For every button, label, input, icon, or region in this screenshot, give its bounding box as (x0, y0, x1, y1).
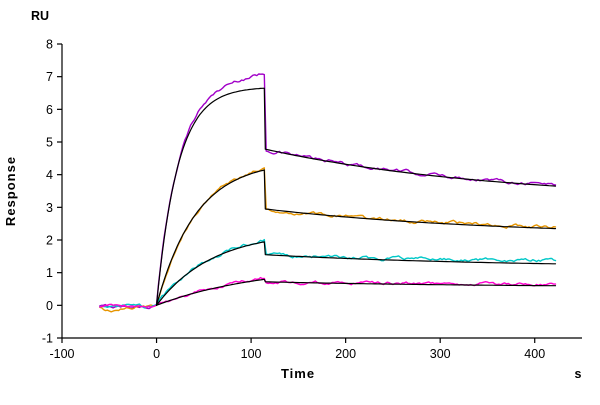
fit-curve-3 (155, 241, 557, 306)
y-unit-label: RU (31, 9, 49, 23)
plot-area: -100 0 100 200 300 400 -1 0 1 2 3 4 5 6 7 8 (42, 38, 582, 361)
y-tick-label: 3 (46, 201, 53, 215)
fit-curve-4-lowest (155, 278, 557, 306)
x-unit-label: s (575, 367, 582, 381)
y-tick-label: 2 (46, 234, 53, 248)
y-tick-label: -1 (42, 332, 53, 346)
y-tick-label: 5 (46, 136, 53, 150)
y-tick-label: 6 (46, 103, 53, 117)
x-axis-title: Time (281, 366, 315, 381)
y-axis-title: Response (3, 156, 18, 226)
fit-curve-2 (155, 169, 557, 306)
fit-curve-1-highest (155, 87, 557, 306)
trace-curve-3 (99, 238, 557, 309)
x-tick-label: 300 (430, 347, 451, 361)
x-tick-label: 200 (335, 347, 356, 361)
trace-curve-1-highest (99, 73, 557, 310)
y-tick-label: 4 (46, 168, 53, 182)
x-tick-label: -100 (49, 347, 74, 361)
y-tick-label: 1 (46, 266, 53, 280)
y-tick-label: 8 (46, 38, 53, 52)
x-tick-label: 400 (524, 347, 545, 361)
y-tick-label: 0 (46, 299, 53, 313)
x-tick-label: 0 (153, 347, 160, 361)
trace-curve-4-lowest (99, 276, 557, 308)
x-tick-label: 100 (241, 347, 262, 361)
y-tick-label: 7 (46, 70, 53, 84)
